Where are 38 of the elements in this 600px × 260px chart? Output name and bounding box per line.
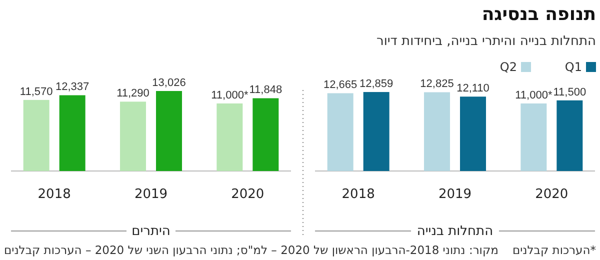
data-label: 12,665 bbox=[324, 79, 358, 92]
chart-subtitle: התחלות בנייה והיתרי בנייה, ביחידות דיור bbox=[376, 34, 596, 49]
bar bbox=[460, 96, 486, 171]
bar bbox=[424, 92, 450, 171]
text: *הערכות קבלנים bbox=[512, 243, 596, 257]
bar bbox=[520, 103, 547, 171]
data-label: 11,570 bbox=[20, 86, 53, 98]
bar bbox=[156, 91, 182, 171]
data-label: 12,337 bbox=[56, 81, 90, 94]
data-label: 11,848 bbox=[249, 84, 282, 96]
bar bbox=[23, 100, 50, 171]
bar bbox=[363, 92, 390, 171]
bar bbox=[120, 102, 146, 171]
x-axis-title: היתרים bbox=[132, 224, 170, 239]
legend-label: Q2 bbox=[500, 60, 517, 74]
data-label: 11,000* bbox=[515, 89, 553, 102]
bar bbox=[556, 100, 583, 171]
legend-label: Q1 bbox=[564, 60, 582, 74]
data-label: 12,859 bbox=[360, 78, 394, 90]
x-tick-label: 2020 bbox=[535, 187, 568, 202]
data-label: 13,026 bbox=[152, 77, 186, 89]
x-tick-label: 2020 bbox=[231, 187, 264, 202]
data-label: 12,825 bbox=[420, 78, 454, 90]
data-label: 12,110 bbox=[456, 82, 490, 95]
text: מקור: נתוני 2018-הרבעון הראשון של 2020 – למ"ס; נתוני הרבעון השני של 2020 – הערכות קבלנים bbox=[4, 243, 498, 257]
bar bbox=[216, 103, 243, 171]
bar bbox=[327, 93, 354, 171]
data-label: 11,500 bbox=[553, 86, 586, 98]
x-tick-label: 2019 bbox=[438, 187, 472, 202]
data-label: 11,000* bbox=[211, 89, 249, 102]
data-label: 11,290 bbox=[116, 88, 150, 100]
bar bbox=[59, 95, 86, 171]
chart-title: תנופה בנסיגה bbox=[482, 4, 596, 25]
x-tick-label: 2018 bbox=[342, 187, 375, 202]
x-axis-title: התחלות בנייה bbox=[416, 224, 494, 239]
x-tick-label: 2018 bbox=[38, 187, 71, 202]
x-tick-label: 2019 bbox=[134, 187, 168, 202]
bar bbox=[252, 98, 279, 171]
